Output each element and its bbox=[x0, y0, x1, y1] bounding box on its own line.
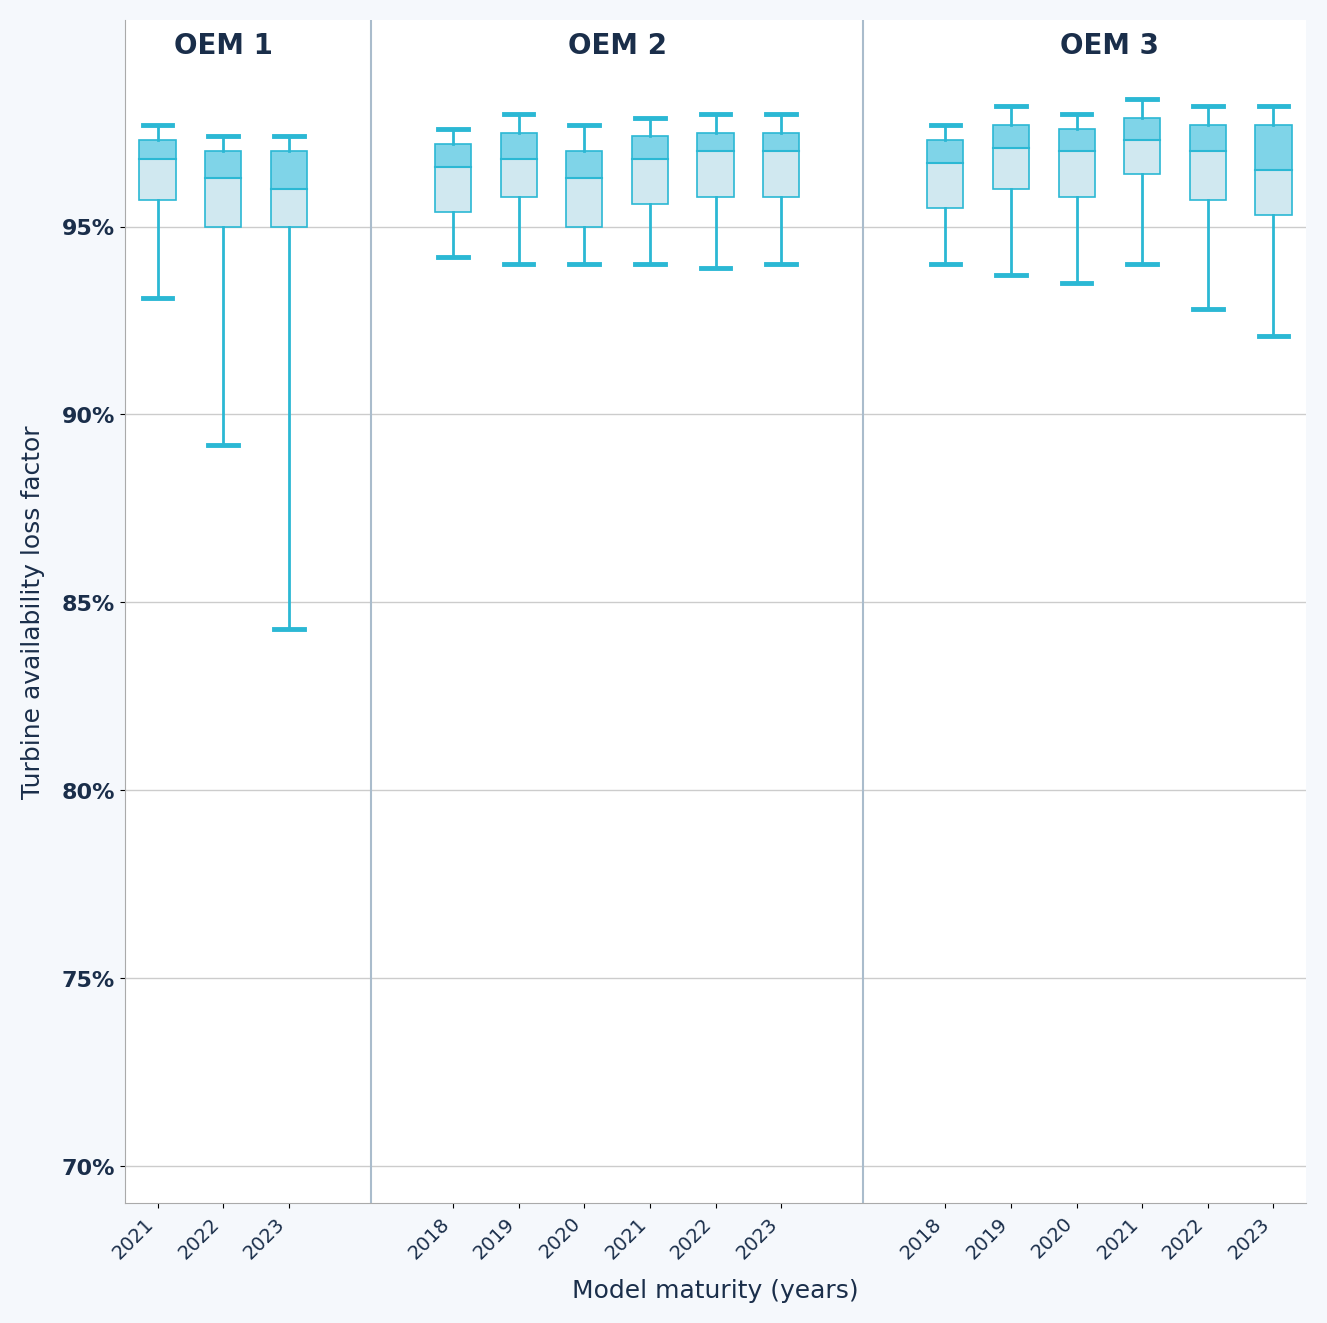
FancyBboxPatch shape bbox=[500, 134, 536, 160]
Bar bbox=[1059, 130, 1095, 197]
Bar bbox=[993, 126, 1028, 189]
Bar bbox=[435, 144, 471, 212]
FancyBboxPatch shape bbox=[763, 152, 799, 197]
Bar bbox=[500, 134, 536, 197]
FancyBboxPatch shape bbox=[500, 160, 536, 197]
FancyBboxPatch shape bbox=[567, 152, 602, 179]
FancyBboxPatch shape bbox=[993, 148, 1028, 189]
FancyBboxPatch shape bbox=[567, 179, 602, 228]
FancyBboxPatch shape bbox=[139, 160, 175, 201]
Bar bbox=[1255, 126, 1291, 216]
Bar bbox=[125, 21, 1306, 66]
Bar bbox=[1124, 119, 1160, 175]
Bar bbox=[139, 142, 175, 201]
Y-axis label: Turbine availability loss factor: Turbine availability loss factor bbox=[21, 426, 45, 799]
FancyBboxPatch shape bbox=[139, 142, 175, 160]
FancyBboxPatch shape bbox=[928, 164, 963, 209]
Bar bbox=[125, 21, 1306, 66]
FancyBboxPatch shape bbox=[1059, 152, 1095, 197]
X-axis label: Model maturity (years): Model maturity (years) bbox=[572, 1278, 859, 1302]
Bar bbox=[632, 138, 667, 205]
Bar bbox=[1190, 126, 1226, 201]
FancyBboxPatch shape bbox=[271, 152, 307, 189]
FancyBboxPatch shape bbox=[763, 134, 799, 152]
Bar bbox=[698, 134, 734, 197]
Text: OEM 3: OEM 3 bbox=[1060, 32, 1158, 60]
Bar bbox=[206, 152, 242, 228]
Bar bbox=[271, 152, 307, 228]
FancyBboxPatch shape bbox=[1190, 152, 1226, 201]
FancyBboxPatch shape bbox=[1124, 119, 1160, 142]
FancyBboxPatch shape bbox=[206, 152, 242, 179]
FancyBboxPatch shape bbox=[1190, 126, 1226, 152]
FancyBboxPatch shape bbox=[1255, 171, 1291, 216]
FancyBboxPatch shape bbox=[1255, 126, 1291, 171]
FancyBboxPatch shape bbox=[632, 160, 667, 205]
FancyBboxPatch shape bbox=[632, 138, 667, 160]
FancyBboxPatch shape bbox=[206, 179, 242, 228]
FancyBboxPatch shape bbox=[1124, 142, 1160, 175]
FancyBboxPatch shape bbox=[698, 134, 734, 152]
FancyBboxPatch shape bbox=[928, 142, 963, 164]
FancyBboxPatch shape bbox=[1059, 130, 1095, 152]
FancyBboxPatch shape bbox=[698, 152, 734, 197]
FancyBboxPatch shape bbox=[435, 167, 471, 212]
Bar bbox=[125, 21, 1306, 66]
FancyBboxPatch shape bbox=[271, 189, 307, 228]
Text: OEM 1: OEM 1 bbox=[174, 32, 272, 60]
Bar bbox=[763, 134, 799, 197]
Bar bbox=[567, 152, 602, 228]
Bar bbox=[928, 142, 963, 209]
Text: OEM 2: OEM 2 bbox=[568, 32, 666, 60]
FancyBboxPatch shape bbox=[993, 126, 1028, 148]
FancyBboxPatch shape bbox=[435, 144, 471, 167]
